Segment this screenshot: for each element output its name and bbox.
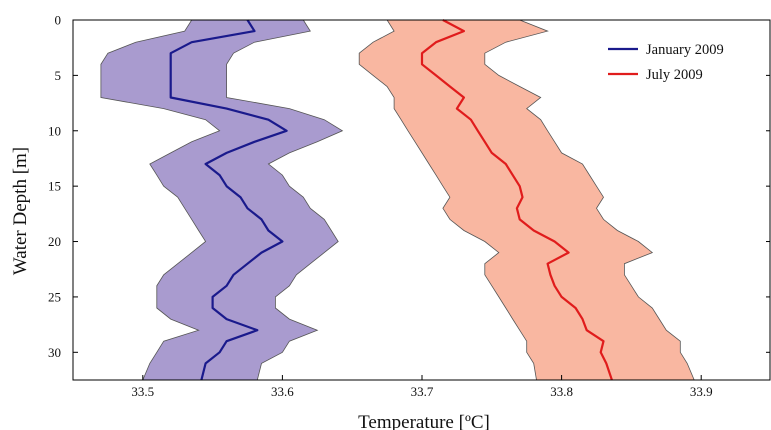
legend-label-january-2009: January 2009 (646, 42, 724, 58)
x-axis-title: Temperature [ºC] (358, 412, 490, 430)
y-tick-label: 10 (48, 123, 61, 138)
y-tick-label: 25 (48, 289, 61, 304)
y-tick-label: 5 (55, 68, 62, 83)
y-tick-label: 20 (48, 234, 61, 249)
january-2009-band (100, 19, 344, 381)
july-2009-band (358, 19, 695, 381)
x-tick-label: 33.5 (131, 384, 154, 399)
mean-lines (169, 19, 613, 381)
july-2009-line (420, 19, 613, 381)
y-axis-ticks: 0 5 10 15 20 25 30 (48, 13, 770, 360)
x-tick-label: 33.9 (690, 384, 713, 399)
x-tick-label: 33.7 (411, 384, 434, 399)
x-axis-ticks: 33.5 33.6 33.7 33.8 33.9 (131, 375, 713, 399)
x-tick-label: 33.6 (271, 384, 294, 399)
confidence-bands (100, 19, 695, 381)
y-tick-label: 0 (55, 13, 62, 28)
y-tick-label: 30 (48, 345, 61, 360)
y-tick-label: 15 (48, 179, 61, 194)
legend-label-july-2009: July 2009 (646, 67, 703, 83)
x-tick-label: 33.8 (550, 384, 573, 399)
january-2009-line (169, 19, 288, 381)
y-axis-title: Water Depth [m] (10, 147, 31, 275)
legend: January 2009 July 2009 (608, 42, 724, 83)
